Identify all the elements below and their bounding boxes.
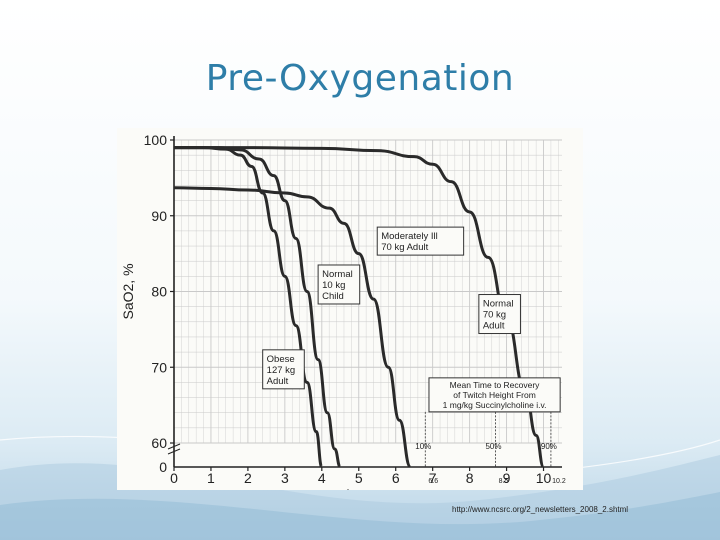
series-label-text: Moderately Ill <box>381 231 438 242</box>
y-tick-label: 60 <box>151 435 167 451</box>
x-tick-label: 4 <box>318 470 326 486</box>
series-line-1 <box>174 146 342 467</box>
series-label-text: Normal <box>483 299 514 310</box>
y-tick-label: 90 <box>151 208 167 224</box>
oxygen-desaturation-chart: 60 70 80 90 100 00 1 2 3 4 5 6 7 8 9 10 Time of V̇E = 0,… <box>120 132 566 490</box>
recovery-box-text: of Twitch Height From <box>453 390 536 400</box>
x-tick-label: 1 <box>207 470 215 486</box>
recovery-box-text: Mean Time to Recovery <box>450 380 541 390</box>
recovery-marker-label: 10% <box>415 442 431 451</box>
series-label-text: 70 kg Adult <box>381 242 428 253</box>
y-tick-label: 80 <box>151 284 167 300</box>
series-label-box <box>317 264 361 305</box>
x-tick-label: 0 <box>170 470 178 486</box>
y-tick-label: 100 <box>144 132 168 148</box>
y-axis-label: SaO2, % <box>120 263 136 319</box>
x-tick-label: 5 <box>355 470 363 486</box>
series-line-2 <box>174 186 412 467</box>
axis-break-mark <box>167 443 181 450</box>
recovery-box <box>428 377 561 413</box>
recovery-box-text: 1 mg/kg Succinylcholine i.v. <box>443 400 547 410</box>
recovery-marker-value: 8.5 <box>499 478 509 485</box>
x-tick-label: 2 <box>244 470 252 486</box>
series-label-text: Normal <box>322 269 353 280</box>
series-label-text: 10 kg <box>322 280 345 291</box>
x-axis-label: Time of V̇E = 0, minutes <box>293 488 442 490</box>
series-label-box <box>376 226 465 256</box>
chart-series <box>174 146 546 467</box>
recovery-marker-label: 50% <box>485 442 501 451</box>
x-tick-label: 8 <box>466 470 474 486</box>
recovery-marker-label: 90% <box>541 442 557 451</box>
slide-title: Pre-Oxygenation <box>205 58 515 99</box>
x-tick-label: 10 <box>536 470 552 486</box>
x-tick-label: 3 <box>281 470 289 486</box>
series-label-text: Adult <box>483 321 505 332</box>
series-label-text: 127 kg <box>267 365 296 376</box>
axis-break-mark <box>167 448 181 455</box>
x-tick-label: 6 <box>392 470 400 486</box>
chart-axes: 60 70 80 90 100 00 1 2 3 4 5 6 7 8 9 10 Time of V̇E = 0,… <box>120 132 562 490</box>
series-label-box <box>262 349 305 390</box>
y-tick-label: 70 <box>151 359 167 375</box>
source-citation: http://www.ncsrc.org/2_newsletters_2008_… <box>452 505 629 514</box>
chart-panel: 60 70 80 90 100 00 1 2 3 4 5 6 7 8 9 10 Time of V̇E = 0,… <box>117 128 583 490</box>
x-tick-label: 9 <box>503 470 511 486</box>
y-tick-label-zero: 0 <box>159 459 167 475</box>
x-tick-label: 7 <box>429 470 437 486</box>
series-label-text: Child <box>322 291 344 302</box>
recovery-marker-value: 6.6 <box>428 478 438 485</box>
series-label-text: 70 kg <box>483 310 506 321</box>
series-label-text: Adult <box>267 376 289 387</box>
series-label-text: Obese <box>267 354 295 365</box>
recovery-marker-value: 10.2 <box>552 478 566 485</box>
series-label-box <box>478 294 521 335</box>
